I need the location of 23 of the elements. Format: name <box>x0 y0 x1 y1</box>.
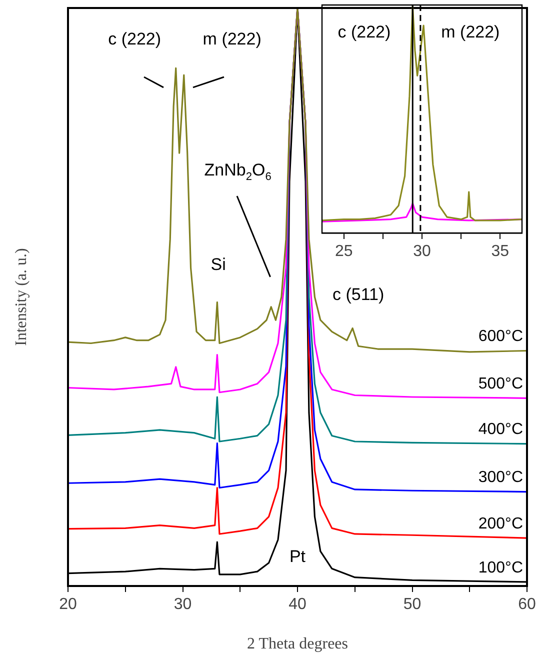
annotation: Si <box>210 254 226 274</box>
series-label: 300°C <box>478 469 523 486</box>
x-tick-label: 30 <box>174 596 192 614</box>
annotation: c (222) <box>338 22 391 42</box>
annotation: Pt <box>289 546 306 566</box>
x-tick-label: 20 <box>59 596 77 614</box>
annotation: c (222) <box>108 29 162 48</box>
x-tick-label: 50 <box>403 596 422 614</box>
x-tick-label: 25 <box>334 243 353 260</box>
y-axis-title: Intensity (a. u.) <box>12 248 30 346</box>
x-tick-label: 60 <box>518 596 536 614</box>
x-axis-title: 2 Theta degrees <box>247 636 348 653</box>
x-tick-label: 40 <box>288 596 306 614</box>
annotation: c (511) <box>332 284 384 304</box>
series-label: 600°C <box>478 328 523 346</box>
series-label: 200°C <box>478 515 523 532</box>
series-label: 100°C <box>478 559 523 576</box>
series-label: 500°C <box>478 376 523 393</box>
annotation: m (222) <box>441 22 500 42</box>
x-tick-label: 30 <box>413 243 431 260</box>
annotation: m (222) <box>202 29 262 48</box>
x-tick-label: 35 <box>491 243 510 260</box>
series-label: 400°C <box>478 421 523 438</box>
